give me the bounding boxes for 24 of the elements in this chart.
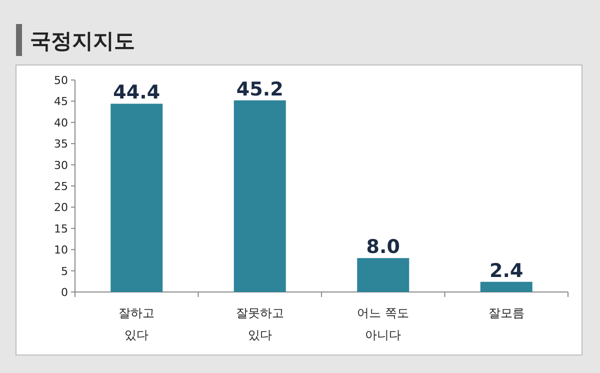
y-tick-label: 0 xyxy=(61,286,68,299)
data-label: 44.4 xyxy=(113,82,160,104)
y-tick-label: 35 xyxy=(54,138,68,151)
data-label: 8.0 xyxy=(366,236,400,258)
y-tick-label: 20 xyxy=(54,201,68,214)
x-tick-label: 어느 쪽도 아니다 xyxy=(357,306,410,342)
y-tick-label: 40 xyxy=(54,116,68,130)
bar xyxy=(234,100,286,292)
data-label: 2.4 xyxy=(490,260,524,282)
chart-title: 국정지지도 xyxy=(30,29,135,53)
y-tick-label: 15 xyxy=(54,222,68,236)
y-tick-label: 10 xyxy=(54,244,68,257)
y-tick-label: 5 xyxy=(61,264,68,278)
y-tick-label: 30 xyxy=(54,158,68,172)
x-tick-label: 잘하고 있다 xyxy=(118,306,155,342)
bar xyxy=(357,258,410,292)
bar xyxy=(480,282,532,292)
bar xyxy=(110,104,163,292)
y-tick-label: 25 xyxy=(54,180,68,193)
data-label: 45.2 xyxy=(236,78,284,100)
y-tick-label: 45 xyxy=(54,95,68,108)
x-tick-label: 잘모름 xyxy=(488,306,524,320)
x-tick-label: 잘못하고 있다 xyxy=(236,306,284,342)
y-tick-label: 50 xyxy=(54,74,68,87)
